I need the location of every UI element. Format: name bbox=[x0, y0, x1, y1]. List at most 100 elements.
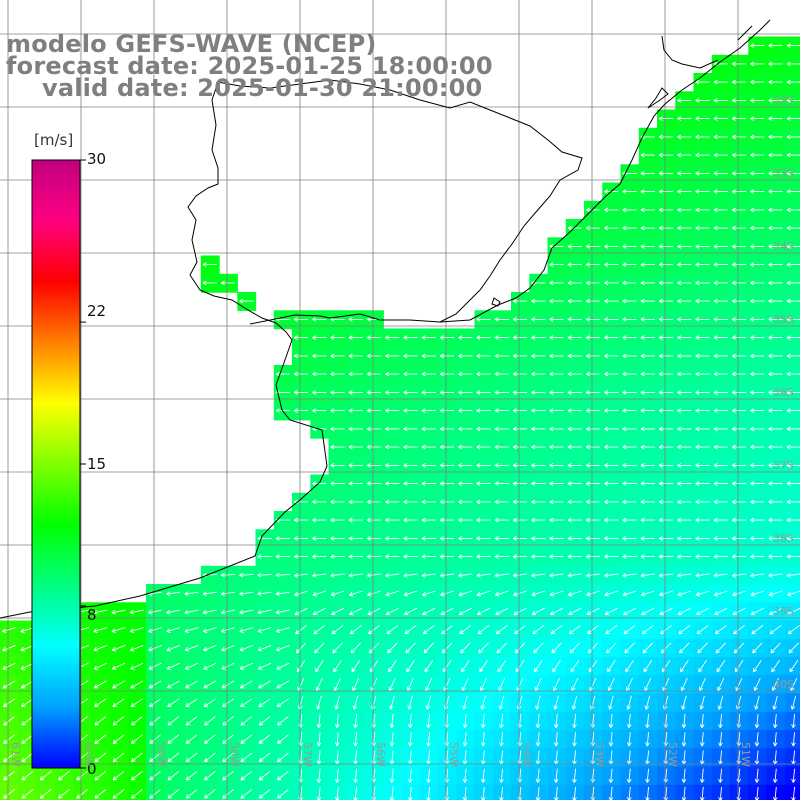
wind-speed-cell bbox=[292, 638, 311, 658]
wind-arrow bbox=[658, 317, 674, 322]
wind-arrow bbox=[768, 98, 783, 103]
wind-arrow bbox=[679, 642, 690, 654]
wind-arrow bbox=[571, 695, 578, 710]
wind-arrow bbox=[568, 607, 582, 616]
wind-speed-cell bbox=[237, 657, 257, 676]
wind-arrow bbox=[604, 463, 619, 468]
wind-arrow bbox=[608, 786, 614, 800]
wind-arrow bbox=[733, 642, 745, 654]
wind-arrow bbox=[768, 463, 783, 468]
wind-arrow bbox=[258, 770, 271, 781]
wind-arrow bbox=[750, 244, 765, 249]
wind-arrow bbox=[239, 609, 254, 615]
wind-arrow bbox=[439, 463, 455, 468]
wind-arrow bbox=[622, 554, 637, 559]
wind-arrow bbox=[112, 789, 125, 799]
wind-arrow bbox=[731, 79, 747, 85]
wind-speed-cell bbox=[273, 675, 293, 695]
wind-arrow bbox=[149, 752, 161, 763]
wind-arrow bbox=[293, 573, 309, 578]
wind-arrow bbox=[768, 536, 783, 541]
wind-speed-cell bbox=[365, 657, 384, 676]
wind-arrow bbox=[240, 734, 253, 744]
wind-arrow bbox=[185, 680, 198, 689]
wind-arrow bbox=[439, 371, 455, 377]
wind-arrow bbox=[276, 716, 289, 726]
wind-arrow bbox=[275, 591, 290, 596]
wind-arrow bbox=[640, 335, 655, 340]
wind-arrow bbox=[312, 517, 327, 523]
wind-arrow bbox=[768, 590, 783, 597]
wind-arrow bbox=[276, 662, 290, 670]
wind-arrow bbox=[622, 298, 637, 304]
wind-arrow bbox=[645, 768, 650, 783]
wind-arrow bbox=[112, 770, 125, 781]
wind-arrow bbox=[258, 752, 271, 763]
wind-arrow bbox=[604, 280, 619, 286]
lon-label-54w: 54W bbox=[520, 742, 533, 767]
wind-speed-cell bbox=[657, 638, 676, 658]
wind-arrow bbox=[608, 695, 614, 710]
wind-arrow bbox=[660, 642, 672, 654]
wind-arrow bbox=[405, 642, 416, 654]
wind-arrow bbox=[478, 642, 489, 654]
wind-arrow bbox=[422, 625, 435, 635]
wind-arrow bbox=[221, 698, 235, 708]
wind-speed-cell bbox=[602, 657, 622, 676]
wind-arrow bbox=[149, 770, 161, 781]
wind-arrow bbox=[458, 426, 473, 432]
wind-arrow bbox=[718, 786, 723, 800]
wind-speed-cell bbox=[419, 638, 439, 658]
wind-arrow bbox=[786, 225, 800, 231]
wind-speed-cell bbox=[310, 675, 330, 695]
wind-arrow bbox=[772, 786, 778, 800]
wind-arrow bbox=[403, 463, 418, 468]
wind-arrow bbox=[786, 280, 800, 286]
wind-arrow bbox=[750, 426, 765, 432]
wind-arrow bbox=[768, 280, 783, 286]
wind-arrow bbox=[677, 116, 692, 121]
valid-date: valid date: 2025-01-30 21:00:00 bbox=[42, 74, 483, 102]
wind-arrow bbox=[585, 207, 601, 213]
wind-arrow bbox=[786, 426, 800, 432]
wind-arrow bbox=[293, 317, 309, 322]
wind-arrow bbox=[257, 662, 272, 670]
wind-arrow bbox=[677, 335, 692, 340]
wind-speed-cell bbox=[784, 711, 800, 731]
wind-speed-cell bbox=[547, 620, 567, 640]
wind-arrow bbox=[497, 660, 507, 673]
wind-arrow bbox=[697, 642, 708, 654]
wind-arrow bbox=[731, 61, 747, 67]
lon-label-57w: 57W bbox=[301, 742, 314, 767]
wind-arrow bbox=[202, 591, 217, 596]
wind-arrow bbox=[549, 463, 564, 468]
wind-speed-cell bbox=[273, 638, 293, 658]
wind-arrow bbox=[167, 789, 180, 799]
wind-arrow bbox=[658, 499, 674, 505]
wind-arrow bbox=[129, 627, 144, 633]
wind-arrow bbox=[791, 786, 796, 800]
wind-arrow bbox=[750, 353, 765, 359]
wind-arrow bbox=[768, 499, 783, 505]
wind-arrow bbox=[585, 353, 601, 359]
wind-arrow bbox=[112, 716, 125, 726]
wind-arrow bbox=[713, 573, 728, 578]
wind-arrow bbox=[312, 371, 327, 377]
wind-speed-cell bbox=[529, 638, 549, 658]
wind-speed-cell bbox=[164, 784, 184, 800]
wind-arrow bbox=[567, 262, 582, 267]
wind-arrow bbox=[622, 590, 637, 597]
wind-arrow bbox=[677, 444, 692, 450]
wind-arrow bbox=[353, 768, 358, 783]
wind-arrow bbox=[570, 660, 580, 673]
lat-label-35s: 35S bbox=[773, 313, 794, 326]
wind-arrow bbox=[495, 625, 508, 635]
wind-arrow bbox=[476, 390, 491, 395]
wind-arrow bbox=[549, 408, 564, 413]
wind-arrow bbox=[553, 732, 559, 747]
wind-arrow bbox=[203, 680, 217, 689]
wind-arrow bbox=[423, 642, 435, 654]
wind-arrow bbox=[294, 607, 308, 616]
wind-arrow bbox=[622, 262, 637, 267]
wind-arrow bbox=[658, 134, 674, 140]
